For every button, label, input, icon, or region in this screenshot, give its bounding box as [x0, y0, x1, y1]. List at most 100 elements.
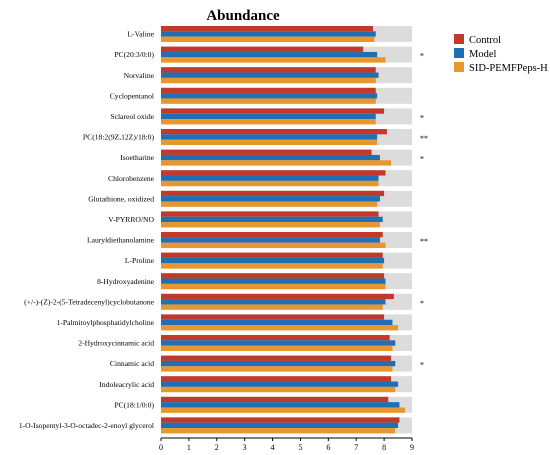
bar-control: [161, 293, 394, 300]
bar-control: [161, 129, 387, 135]
bar-sid-pemfpeps-h: [161, 119, 376, 125]
bar-control: [161, 252, 383, 258]
bar-sid-pemfpeps-h: [161, 428, 396, 434]
bar-control: [161, 355, 392, 361]
data-bars: [161, 26, 406, 434]
bar-sid-pemfpeps-h: [161, 325, 399, 331]
bar-model: [161, 113, 376, 120]
bar-model: [161, 422, 399, 429]
category-label: Norvaline: [124, 71, 155, 80]
bar-control: [161, 87, 376, 94]
bar-model: [161, 340, 396, 346]
bar-control: [161, 67, 376, 73]
bar-sid-pemfpeps-h: [161, 283, 386, 290]
x-tick-label: 2: [215, 443, 219, 452]
category-label: PC(20:3/0:0): [114, 50, 154, 59]
significance-mark: **: [420, 237, 428, 246]
bar-model: [161, 216, 383, 223]
bar-sid-pemfpeps-h: [161, 98, 376, 104]
bar-sid-pemfpeps-h: [161, 263, 383, 269]
significance-mark: *: [420, 299, 424, 308]
bar-sid-pemfpeps-h: [161, 57, 386, 63]
category-label: V-PYRRO/NO: [108, 215, 154, 224]
category-label: Cyclopentanol: [110, 91, 154, 100]
x-tick-label: 0: [159, 443, 163, 452]
bar-control: [161, 314, 385, 320]
bar-sid-pemfpeps-h: [161, 180, 379, 187]
legend-swatch: [454, 48, 464, 58]
bar-control: [161, 273, 385, 279]
category-label: Isoetharine: [120, 153, 154, 162]
bar-sid-pemfpeps-h: [161, 366, 393, 372]
category-label: Lauryldiethanolamine: [87, 236, 155, 245]
category-label: 1-O-Isopentyl-3-O-octadec-2-enoyl glycer…: [19, 421, 154, 430]
category-label: Chlorobenzene: [108, 174, 155, 183]
category-label: L-Valine: [127, 30, 154, 39]
bar-control: [161, 396, 389, 403]
legend-label: Control: [469, 35, 501, 46]
bar-model: [161, 51, 378, 58]
x-tick-label: 3: [243, 443, 247, 452]
legend: Control Model SID-PEMFPeps-H: [454, 34, 548, 74]
significance-mark: *: [420, 155, 424, 164]
category-labels: L-Valine PC(20:3/0:0) Norvaline Cyclopentan…: [19, 30, 155, 430]
bar-model: [161, 278, 386, 284]
bar-model: [161, 31, 376, 37]
bar-model: [161, 154, 380, 161]
bar-sid-pemfpeps-h: [161, 160, 392, 166]
legend-label: Model: [469, 49, 496, 60]
bar-control: [161, 335, 390, 341]
background-bars: [161, 26, 412, 434]
significance-mark: *: [420, 113, 424, 122]
bar-model: [161, 402, 400, 408]
bar-control: [161, 108, 385, 114]
bar-sid-pemfpeps-h: [161, 304, 383, 310]
bar-model: [161, 381, 399, 387]
x-tick-label: 6: [326, 443, 330, 452]
bar-sid-pemfpeps-h: [161, 139, 378, 145]
category-label: (+/-)-(Z)-2-(5-Tetradecenyl)cyclobutanon…: [24, 297, 154, 306]
bar-sid-pemfpeps-h: [161, 201, 378, 207]
x-tick-label: 8: [382, 443, 386, 452]
legend-swatch: [454, 34, 464, 44]
bar-control: [161, 417, 400, 423]
bar-model: [161, 93, 378, 99]
bar-sid-pemfpeps-h: [161, 242, 386, 248]
bar-model: [161, 360, 396, 367]
category-label: Indoleacrylic acid: [99, 380, 154, 389]
category-label: Glutathione, oxidized: [88, 194, 154, 203]
legend-swatch: [454, 62, 464, 72]
bar-model: [161, 134, 378, 140]
category-label: 2-Hydroxycinnamic acid: [78, 339, 154, 348]
bar-control: [161, 170, 386, 176]
bar-control: [161, 232, 383, 238]
x-tick-label: 9: [410, 443, 414, 452]
bar-control: [161, 149, 372, 155]
significance-mark: **: [420, 134, 428, 143]
bar-model: [161, 175, 379, 181]
category-label: 8-Hydroxyadenine: [97, 277, 155, 286]
bar-model: [161, 257, 385, 264]
bar-sid-pemfpeps-h: [161, 345, 393, 351]
category-label: PC(18:1/0:0): [114, 400, 154, 409]
category-label: Sclareol oxide: [110, 112, 154, 121]
bar-model: [161, 319, 393, 326]
bar-control: [161, 190, 385, 197]
bar-control: [161, 376, 392, 382]
x-tick-label: 7: [354, 443, 358, 452]
x-tick-label: 4: [271, 443, 275, 452]
bar-sid-pemfpeps-h: [161, 36, 375, 42]
bar-model: [161, 299, 386, 305]
category-label: PC(18:2(9Z,12Z)/18:0): [83, 133, 155, 142]
bar-control: [161, 211, 379, 217]
bar-sid-pemfpeps-h: [161, 222, 380, 228]
x-axis: 0 1 2 3 4 5 6 7 8 9: [159, 437, 414, 452]
significance-mark: *: [420, 52, 424, 61]
bar-control: [161, 46, 364, 52]
category-label: 1-Palmitoylphosphatidylcholine: [57, 318, 155, 327]
bar-sid-pemfpeps-h: [161, 407, 406, 413]
significance-mark: *: [420, 361, 424, 370]
significance-marks: *********: [420, 52, 428, 370]
legend-label: SID-PEMFPeps-H: [469, 63, 548, 74]
